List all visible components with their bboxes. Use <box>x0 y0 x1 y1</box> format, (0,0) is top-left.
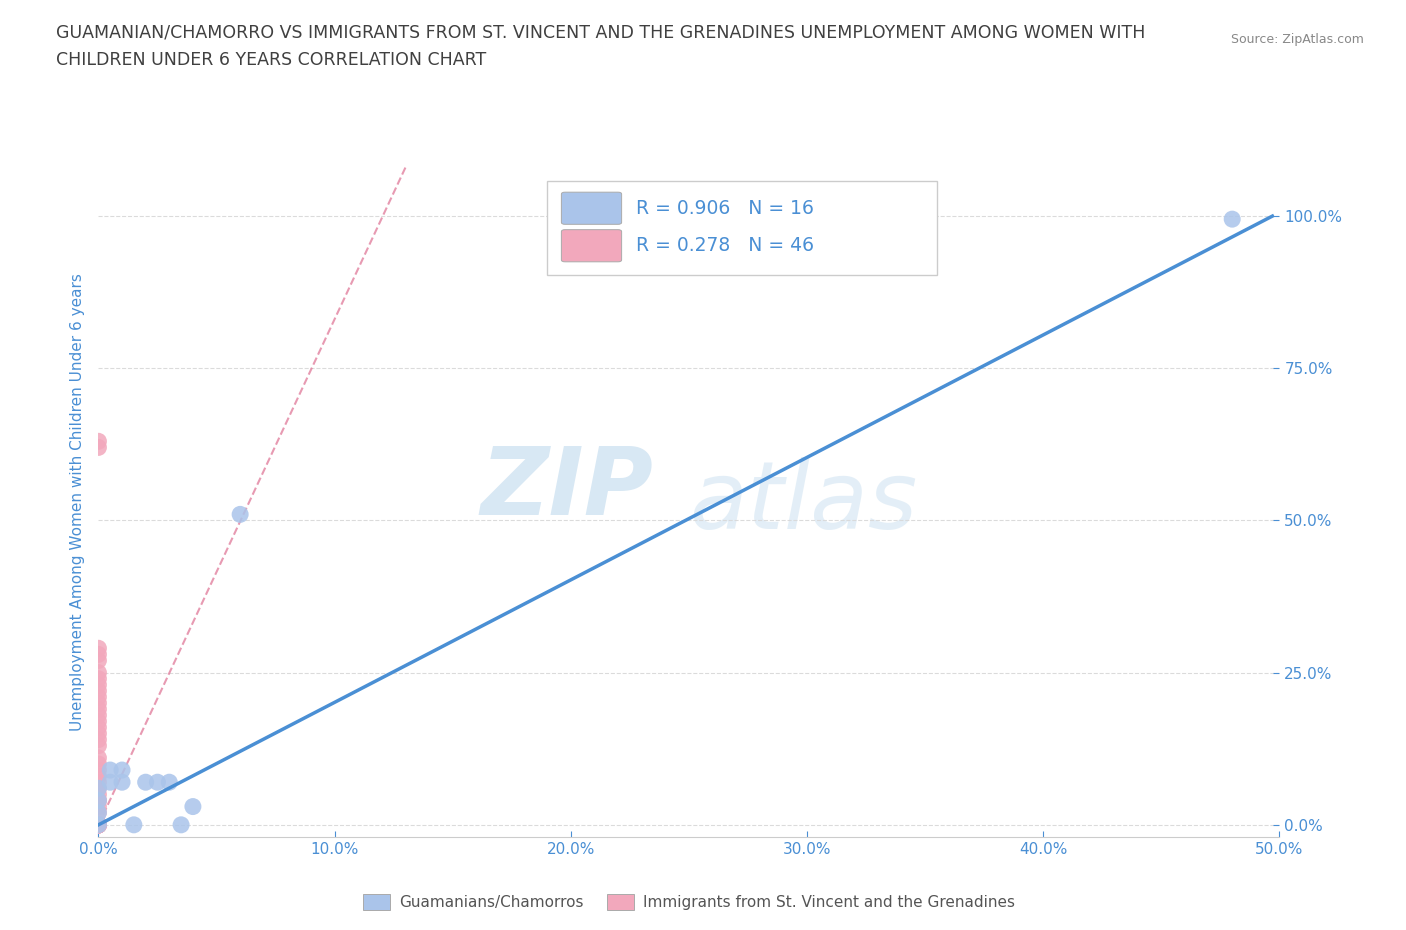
Point <box>1220 212 1243 227</box>
Point <box>87 684 110 698</box>
Point <box>87 756 110 771</box>
Point <box>87 817 110 832</box>
Point <box>87 817 110 832</box>
Point <box>87 689 110 704</box>
FancyBboxPatch shape <box>561 230 621 262</box>
Legend: Guamanians/Chamorros, Immigrants from St. Vincent and the Grenadines: Guamanians/Chamorros, Immigrants from St… <box>357 888 1021 916</box>
Point <box>87 781 110 796</box>
Point <box>87 647 110 662</box>
Text: GUAMANIAN/CHAMORRO VS IMMIGRANTS FROM ST. VINCENT AND THE GRENADINES UNEMPLOYMEN: GUAMANIAN/CHAMORRO VS IMMIGRANTS FROM ST… <box>56 23 1146 41</box>
Point <box>87 817 110 832</box>
Point <box>87 817 110 832</box>
Point <box>87 702 110 717</box>
Point <box>87 817 110 832</box>
Point <box>111 763 134 777</box>
Point <box>87 781 110 796</box>
Point <box>87 817 110 832</box>
Point <box>87 677 110 692</box>
Point <box>87 434 110 449</box>
Point <box>87 787 110 802</box>
Point <box>87 720 110 735</box>
Point <box>87 817 110 832</box>
Point <box>122 817 145 832</box>
Point <box>87 799 110 814</box>
Point <box>87 696 110 711</box>
Point <box>135 775 157 790</box>
Text: atlas: atlas <box>689 457 917 548</box>
Point <box>87 763 110 777</box>
Point <box>87 817 110 832</box>
Point <box>87 671 110 686</box>
Point <box>87 726 110 741</box>
Point <box>229 507 252 522</box>
Point <box>87 708 110 723</box>
Point <box>87 775 110 790</box>
Point <box>87 738 110 753</box>
Point <box>87 769 110 784</box>
Point <box>87 817 110 832</box>
Point <box>111 775 134 790</box>
Y-axis label: Unemployment Among Women with Children Under 6 years: Unemployment Among Women with Children U… <box>69 273 84 731</box>
Point <box>157 775 180 790</box>
Point <box>87 817 110 832</box>
Point <box>87 805 110 820</box>
Point <box>87 817 110 832</box>
Point <box>98 775 121 790</box>
Point <box>87 641 110 656</box>
Point <box>87 817 110 832</box>
Text: CHILDREN UNDER 6 YEARS CORRELATION CHART: CHILDREN UNDER 6 YEARS CORRELATION CHART <box>56 51 486 69</box>
Point <box>181 799 204 814</box>
Point <box>170 817 193 832</box>
Point <box>87 714 110 729</box>
Point <box>87 665 110 680</box>
Point <box>87 793 110 808</box>
Point <box>87 793 110 808</box>
FancyBboxPatch shape <box>547 180 936 274</box>
Point <box>87 817 110 832</box>
Point <box>87 817 110 832</box>
Text: R = 0.278   N = 46: R = 0.278 N = 46 <box>636 236 814 255</box>
Text: ZIP: ZIP <box>481 443 654 535</box>
Point <box>87 732 110 747</box>
Text: Source: ZipAtlas.com: Source: ZipAtlas.com <box>1230 33 1364 46</box>
Text: R = 0.906   N = 16: R = 0.906 N = 16 <box>636 199 814 218</box>
Point <box>87 805 110 820</box>
Point <box>87 817 110 832</box>
Point <box>87 817 110 832</box>
Point <box>87 817 110 832</box>
Point <box>98 763 121 777</box>
Point <box>87 751 110 765</box>
Point <box>87 440 110 455</box>
FancyBboxPatch shape <box>561 193 621 224</box>
Point <box>146 775 169 790</box>
Point <box>87 817 110 832</box>
Point <box>87 653 110 668</box>
Point <box>87 793 110 808</box>
